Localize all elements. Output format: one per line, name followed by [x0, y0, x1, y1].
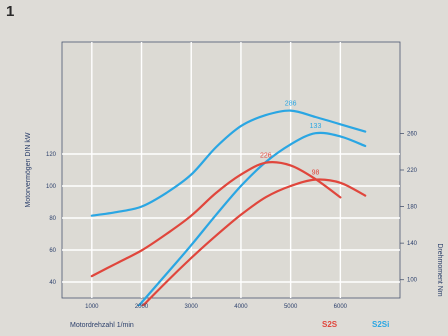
curve-label: 98 — [312, 170, 320, 177]
curve-label: 286 — [285, 101, 297, 108]
curve-label: 133 — [310, 123, 322, 130]
y-left-tick-label: 40 — [49, 280, 56, 286]
legend-label-s2si: S2Si — [372, 320, 389, 329]
series-layer — [90, 109, 367, 306]
series-line-s2s-right — [90, 161, 342, 278]
tick-layer: 1000 2000 3000 4000 5000 6000 40 60 80 100 120 100 1… — [46, 131, 418, 310]
series-line-s2si-left — [137, 131, 367, 306]
x-tick-label: 4000 — [234, 304, 248, 310]
label-layer: 133 98 286 226 Motordrehzahl 1/min Motorvermö… — [25, 101, 443, 329]
y-right-tick-label: 140 — [407, 241, 418, 247]
y-left-tick-label: 60 — [49, 248, 56, 254]
y-right-tick-label: 100 — [407, 278, 418, 284]
series-line-s2s-left — [141, 178, 367, 306]
x-tick-label: 6000 — [334, 304, 348, 310]
legend-label-s2s: S2S — [322, 320, 338, 329]
x-tick-label: 2000 — [135, 304, 149, 310]
grid — [62, 42, 400, 298]
x-tick-label: 3000 — [185, 304, 199, 310]
y-left-axis-title: Motorvermögen DIN kW — [25, 132, 32, 207]
figure-number: 1 — [6, 3, 15, 20]
y-right-axis-title: Drehmoment Nm — [436, 243, 443, 296]
y-right-tick-label: 260 — [407, 131, 418, 137]
x-axis-title: Motordrehzahl 1/min — [70, 322, 134, 329]
curve-label: 226 — [260, 153, 272, 160]
x-tick-label: 1000 — [85, 304, 99, 310]
y-left-tick-label: 120 — [46, 152, 57, 158]
y-right-tick-label: 220 — [407, 168, 418, 174]
y-left-tick-label: 80 — [49, 216, 56, 222]
y-left-tick-label: 100 — [46, 184, 57, 190]
series-line-s2si-right — [90, 109, 367, 217]
y-right-tick-label: 180 — [407, 205, 418, 211]
plot-area — [61, 41, 401, 299]
x-tick-label: 5000 — [284, 304, 298, 310]
